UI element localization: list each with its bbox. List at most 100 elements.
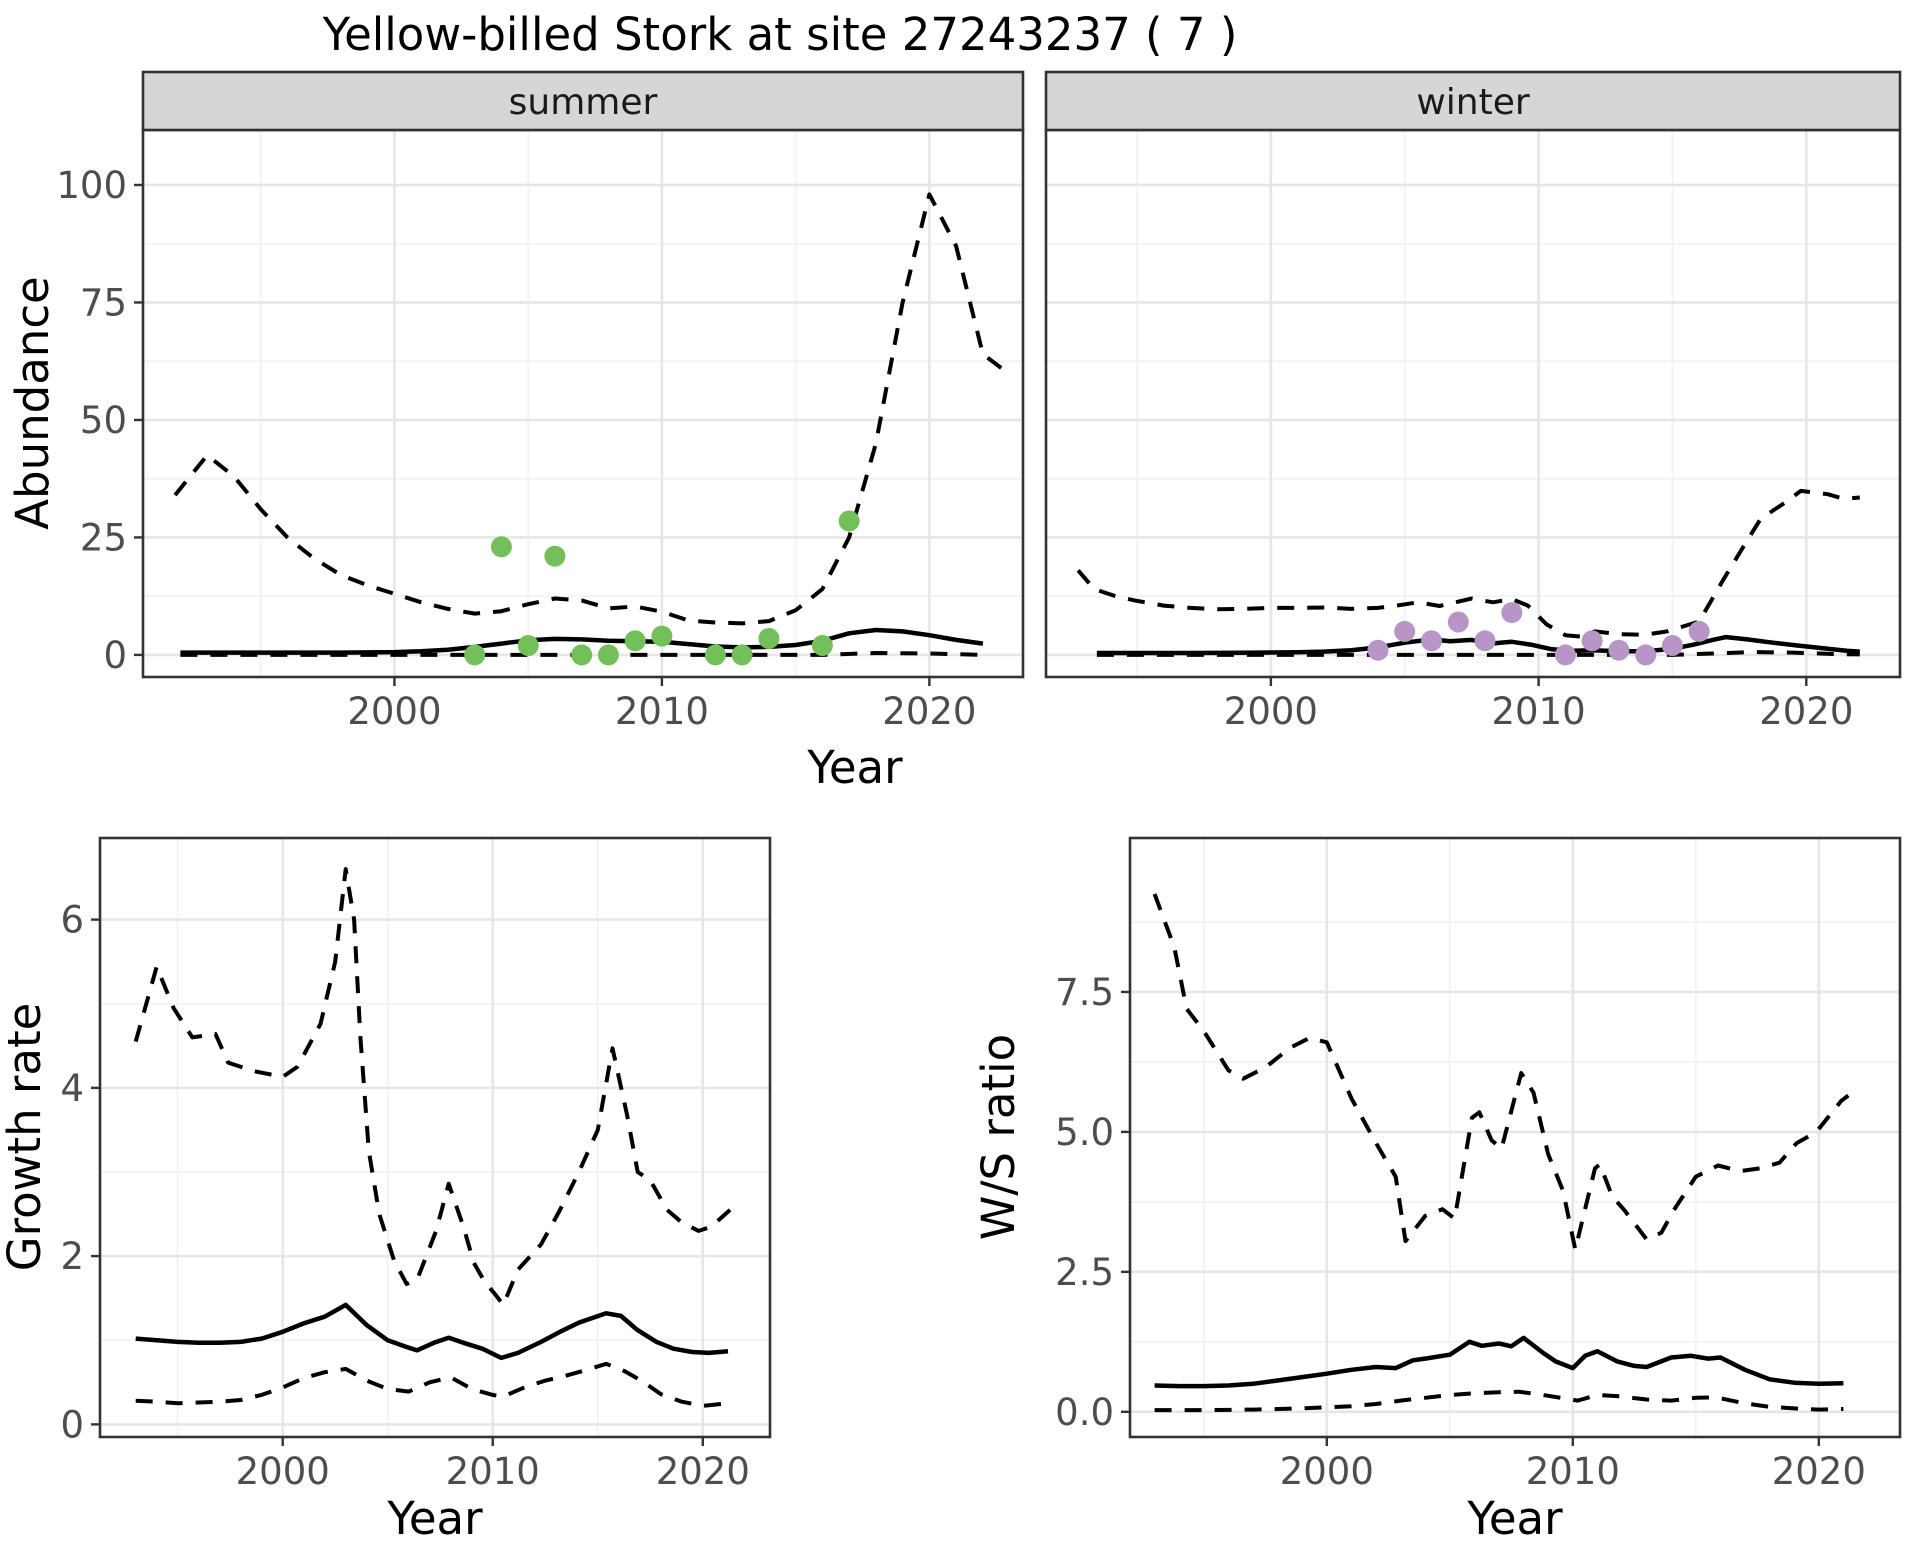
x-tick-label: 2020 (882, 690, 976, 733)
panel-background (1046, 130, 1900, 677)
observation-points (1367, 602, 1710, 666)
observation-point (651, 625, 673, 647)
facet-strip (1044, 70, 1902, 132)
x-tick-label: 2010 (446, 1450, 540, 1493)
y-tick-label: 50 (80, 399, 127, 442)
series-lower-95ci (135, 1361, 729, 1408)
observation-point (464, 644, 486, 666)
series-upper-95ci (1152, 893, 1850, 1252)
y-tick-label: 0.0 (1055, 1391, 1114, 1434)
panel-background (100, 838, 770, 1437)
y-tick-label: 0 (103, 634, 127, 677)
x-axis-title-year-growth: Year (386, 1492, 483, 1545)
x-axis: 2000 2010 2020 (347, 677, 976, 733)
x-tick-label: 2000 (1224, 690, 1318, 733)
grid-minor (1046, 130, 1900, 677)
x-axis-title-year-top: Year (806, 741, 903, 794)
grid-minor (1130, 838, 1900, 1437)
series-lines (1076, 488, 1860, 657)
series-lower-95ci (1096, 650, 1860, 657)
series-median (1154, 1335, 1844, 1389)
facet-strip (141, 70, 1025, 132)
facet-strip-winter-label: winter (1416, 82, 1530, 123)
observation-point (490, 536, 512, 558)
x-tick-label: 2000 (1280, 1450, 1374, 1493)
series-median (135, 1302, 729, 1361)
observation-point (1394, 620, 1416, 642)
y-tick-label: 0 (60, 1403, 84, 1446)
x-axis: 2000 2010 2020 (1224, 677, 1853, 733)
observation-point (624, 630, 646, 652)
y-tick-label: 2.5 (1055, 1251, 1114, 1294)
x-tick-label: 2010 (1526, 1450, 1620, 1493)
observation-points (464, 510, 860, 666)
x-axis: 2000 2010 2020 (1280, 1437, 1866, 1493)
grid-major (143, 130, 1023, 677)
y-tick-label: 6 (60, 899, 84, 942)
observation-point (597, 644, 619, 666)
y-tick-label: 75 (80, 281, 127, 324)
y-tick-label: 100 (56, 164, 127, 207)
x-tick-label: 2000 (347, 690, 441, 733)
grid-major (100, 838, 770, 1437)
panel-border (1128, 836, 1902, 1439)
panel-ws-ratio: 2000 2010 2020 0.0 2.5 5.0 7.5 (1055, 836, 1902, 1493)
y-tick-label: 25 (80, 516, 127, 559)
series-median (1096, 634, 1860, 656)
observation-point (1661, 635, 1683, 656)
x-axis: 2000 2010 2020 (236, 1437, 750, 1493)
observation-point (1581, 630, 1603, 652)
observation-point (704, 644, 726, 666)
x-tick-label: 2000 (236, 1450, 330, 1493)
y-tick-label: 2 (60, 1235, 84, 1278)
figure-text-layer: Yellow-billed Stork at site 27243237 ( 7… (0, 8, 1563, 1545)
y-axis: 0 25 50 75 100 (56, 164, 143, 677)
y-axis-title-abundance: Abundance (6, 276, 59, 529)
observation-point (1367, 639, 1389, 661)
observation-point (1554, 644, 1576, 666)
x-tick-label: 2020 (1759, 690, 1853, 733)
grid-major (1130, 838, 1900, 1437)
observation-point (1608, 639, 1630, 661)
y-tick-label: 4 (60, 1067, 84, 1110)
y-axis-title-growth-rate: Growth rate (0, 1003, 51, 1272)
series-upper-95ci (173, 192, 1003, 626)
panel-growth-rate: 2000 2010 2020 0 2 4 6 (60, 836, 772, 1493)
observation-point (1635, 644, 1657, 666)
series-lower-95ci (1154, 1389, 1844, 1413)
observation-point (544, 545, 566, 567)
series-lines (133, 867, 732, 1408)
y-axis-title-ws-ratio: W/S ratio (972, 1034, 1025, 1240)
x-tick-label: 2020 (656, 1450, 750, 1493)
observation-point (1421, 630, 1442, 652)
x-tick-label: 2010 (1492, 690, 1586, 733)
panel-abundance-summer: 2000 2010 2020 0 25 50 75 100 (56, 70, 1025, 733)
panel-abundance-winter: 2000 2010 2020 (1044, 70, 1902, 733)
series-upper-95ci (133, 867, 732, 1307)
observation-point (571, 644, 593, 666)
observation-point (1447, 611, 1469, 633)
observation-point (758, 628, 780, 649)
y-axis: 0.0 2.5 5.0 7.5 (1055, 971, 1130, 1434)
y-tick-label: 5.0 (1055, 1111, 1114, 1154)
facet-strip-summer-label: summer (509, 82, 658, 123)
observation-point (731, 644, 753, 666)
x-axis-title-year-ws: Year (1466, 1492, 1563, 1545)
x-tick-label: 2010 (615, 690, 709, 733)
x-tick-label: 2020 (1772, 1450, 1866, 1493)
grid-minor (143, 130, 1023, 677)
plot-title: Yellow-billed Stork at site 27243237 ( 7… (322, 8, 1238, 61)
observation-point (811, 635, 833, 656)
series-lines (1152, 893, 1850, 1413)
panel-background (1130, 838, 1900, 1437)
observation-point (1474, 630, 1496, 652)
observation-point (517, 635, 539, 656)
panel-background (143, 130, 1023, 677)
panel-border (98, 836, 772, 1439)
observation-point (1501, 602, 1523, 624)
observation-point (1688, 620, 1710, 642)
y-axis: 0 2 4 6 (60, 899, 100, 1446)
